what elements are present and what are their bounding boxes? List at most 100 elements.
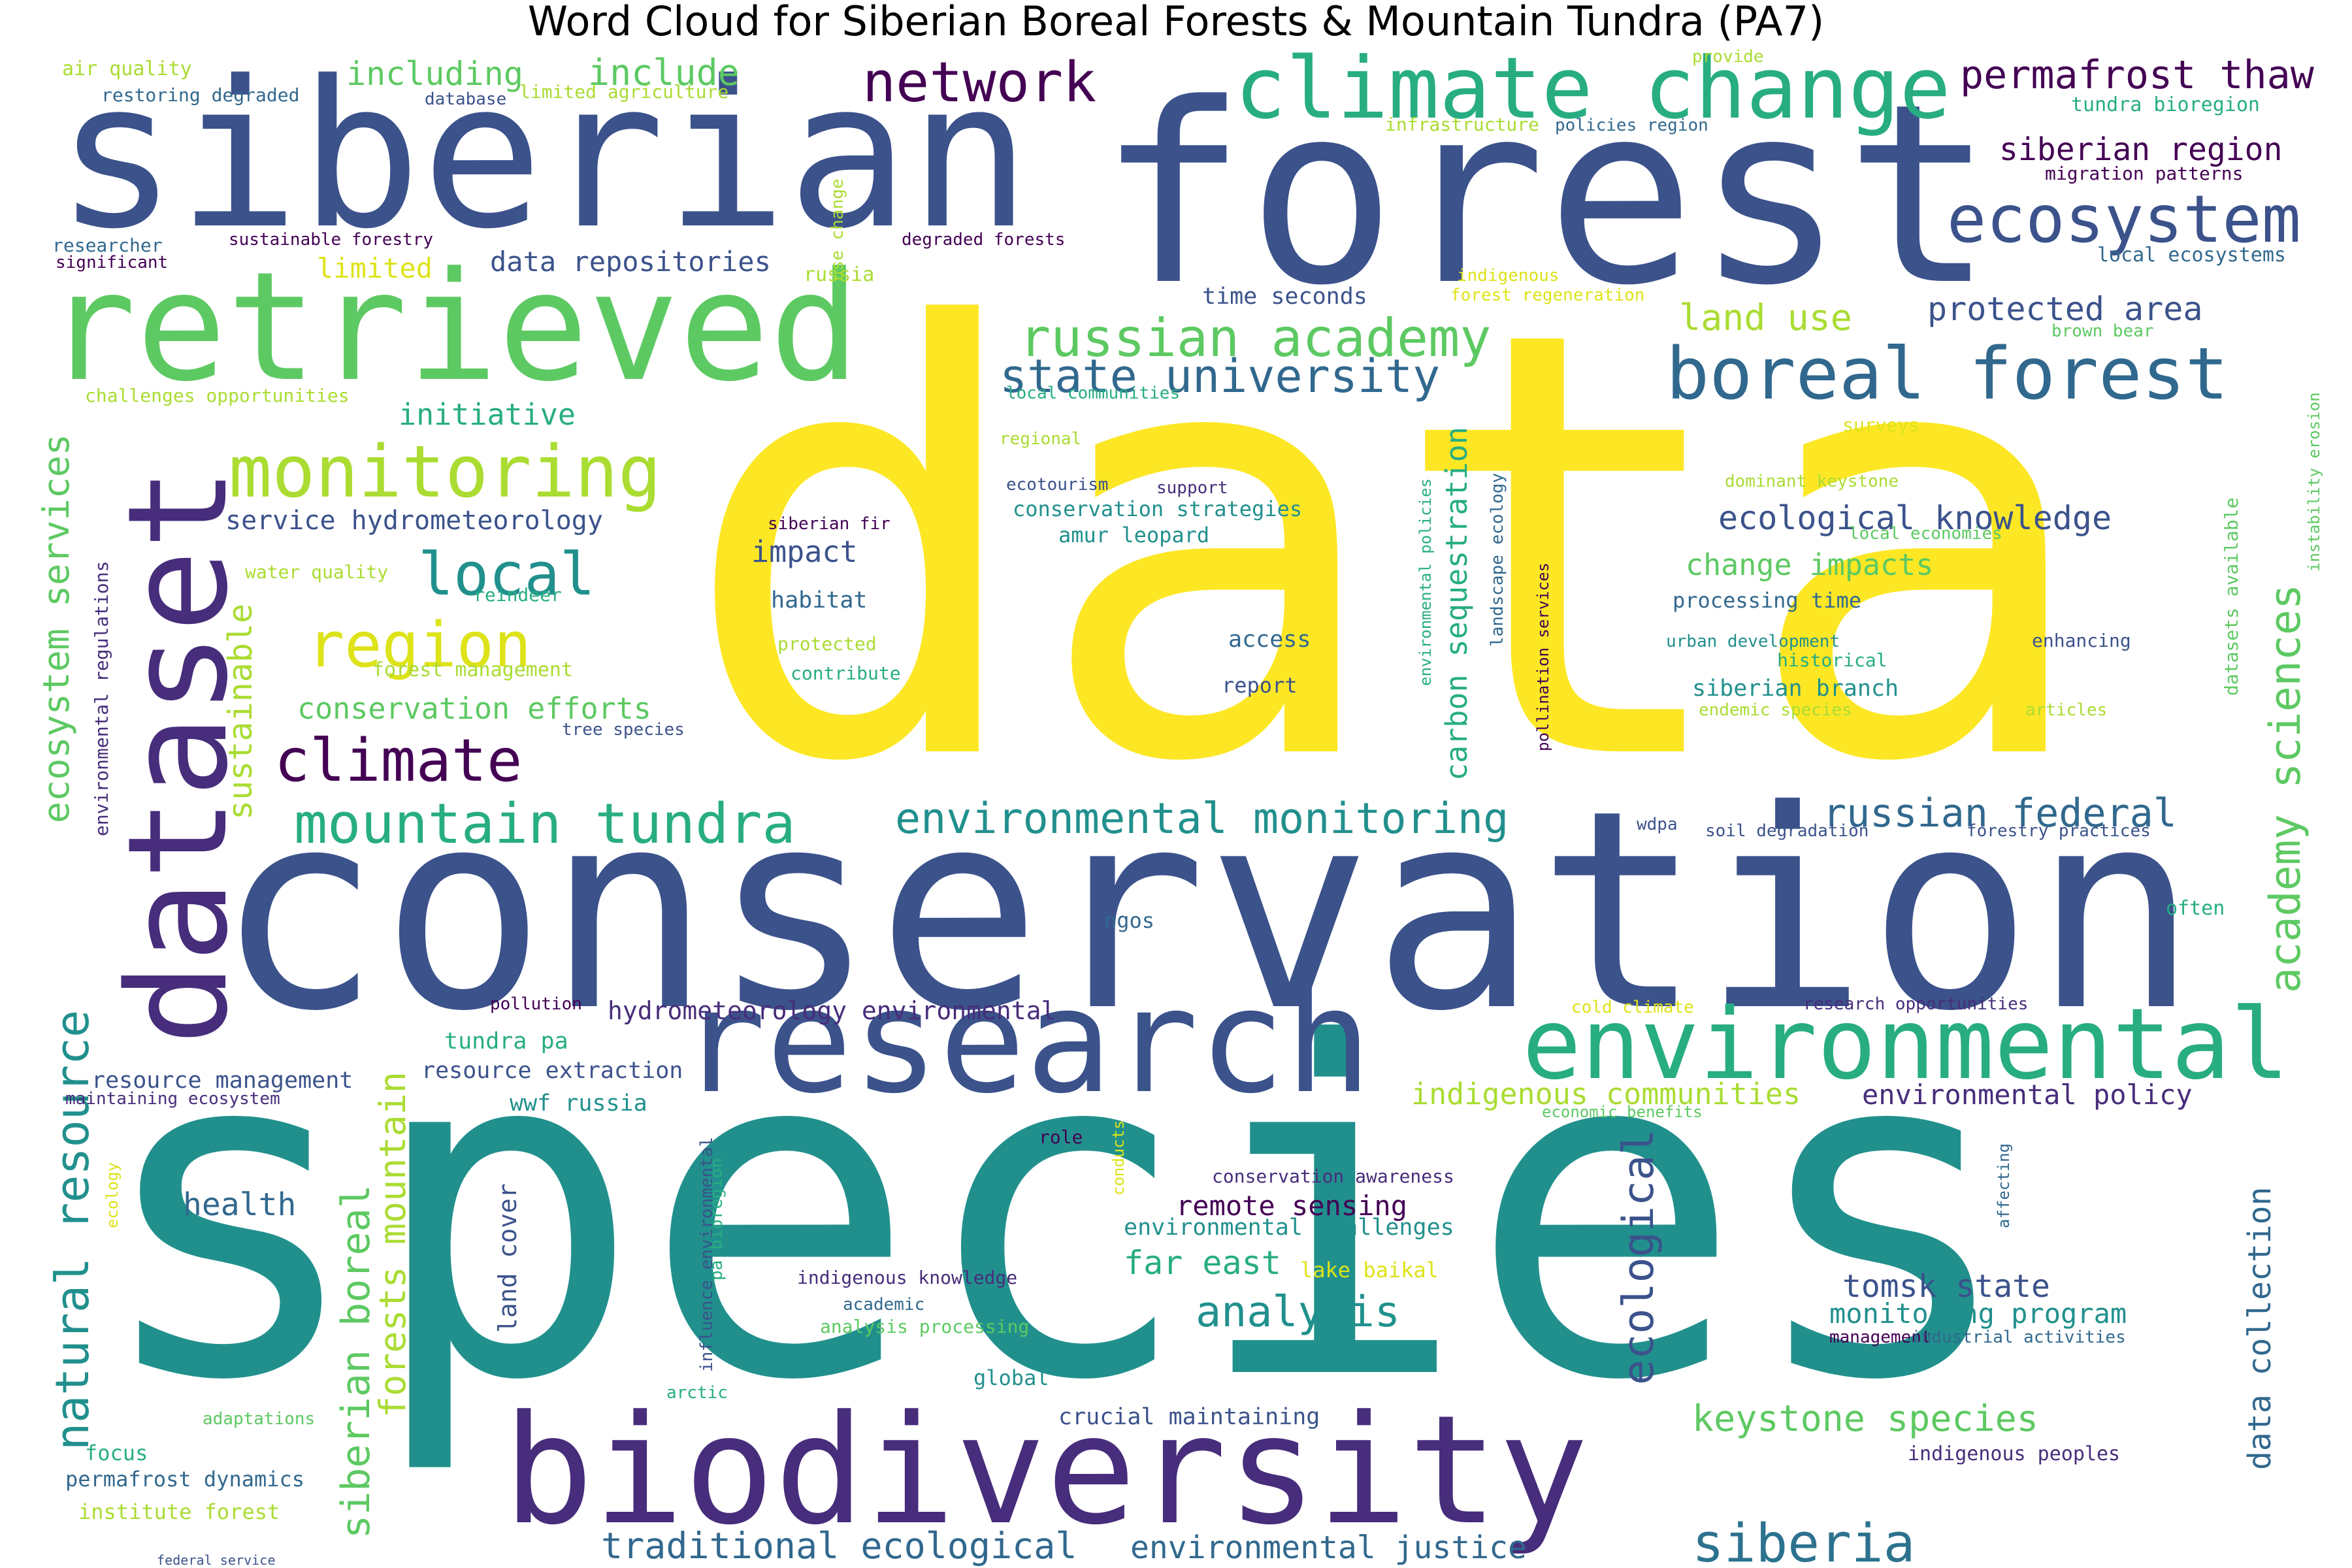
word-network: network xyxy=(862,50,1096,115)
word-hydrometeorology-environmental: hydrometeorology environmental xyxy=(608,996,1056,1025)
word-regional: regional xyxy=(1000,429,1081,449)
word-health: health xyxy=(183,1186,296,1223)
word-climate: climate xyxy=(274,727,522,795)
word-challenges-opportunities: challenges opportunities xyxy=(85,385,350,406)
word-including: including xyxy=(346,55,523,93)
word-environmental: environmental xyxy=(1522,988,2289,1102)
word-ecosystem-services: ecosystem services xyxy=(35,434,77,823)
word-monitoring-program: monitoring program xyxy=(1829,1298,2127,1330)
word-forests-mountain: forests mountain xyxy=(372,1071,414,1418)
word-russian-federal: russian federal xyxy=(1823,791,2177,836)
word-pollution: pollution xyxy=(490,994,582,1014)
word-management: management xyxy=(1829,1328,1932,1347)
word-climate-change: climate change xyxy=(1235,39,1951,138)
word-siberian-branch: siberian branch xyxy=(1692,676,1899,702)
word-protected: protected xyxy=(777,633,877,655)
word-adaptations: adaptations xyxy=(203,1409,315,1429)
word-siberian-fir: siberian fir xyxy=(768,514,890,534)
word-service-hydrometeorology: service hydrometeorology xyxy=(225,506,603,536)
word-research: research xyxy=(679,958,1372,1125)
word-research-opportunities: research opportunities xyxy=(1803,994,2028,1014)
word-landscape-ecology: landscape ecology xyxy=(1488,473,1507,647)
word-indigenous-communities: indigenous communities xyxy=(1411,1077,1801,1111)
word-restoring-degraded: restoring degraded xyxy=(101,84,299,106)
word-environmental-justice: environmental justice xyxy=(1130,1529,1527,1566)
word-focus: focus xyxy=(85,1441,148,1465)
word-keystone-species: keystone species xyxy=(1692,1397,2038,1439)
word-forest-regeneration: forest regeneration xyxy=(1450,286,1644,305)
word-ecological: ecological xyxy=(1614,1130,1663,1385)
word-report: report xyxy=(1222,673,1298,698)
word-economic-benefits: economic benefits xyxy=(1542,1103,1703,1121)
word-amur-leopard: amur leopard xyxy=(1058,523,1209,547)
word-initiative: initiative xyxy=(399,397,576,432)
word-indigenous-knowledge: indigenous knowledge xyxy=(797,1267,1017,1288)
word-siberia: siberia xyxy=(1692,1513,1915,1568)
word-retrieved: retrieved xyxy=(46,240,860,415)
word-lake-baikal: lake baikal xyxy=(1300,1258,1439,1282)
word-protected-area: protected area xyxy=(1927,290,2202,328)
word-land-use: land use xyxy=(1679,297,1852,338)
word-role: role xyxy=(1039,1126,1083,1148)
word-often: often xyxy=(2166,897,2225,920)
word-instability-erosion: instability erosion xyxy=(2305,392,2323,572)
word-forest-management: forest management xyxy=(372,659,573,681)
word-conservation-strategies: conservation strategies xyxy=(1013,497,1302,521)
word-enhancing: enhancing xyxy=(2032,630,2131,651)
word-land-cover: land cover xyxy=(493,1183,522,1333)
word-tree-species: tree species xyxy=(562,720,685,740)
word-degraded-forests: degraded forests xyxy=(902,230,1065,250)
word-far-east: far east xyxy=(1124,1244,1281,1282)
word-conservation-efforts: conservation efforts xyxy=(297,691,651,726)
word-biodiversity: biodiversity xyxy=(503,1384,1589,1558)
word-traditional-ecological: traditional ecological xyxy=(601,1525,1077,1567)
word-siberian-region: siberian region xyxy=(1999,131,2282,168)
word-russia: russia xyxy=(804,263,874,286)
word-provide: provide xyxy=(1692,47,1764,67)
word-change-impacts: change impacts xyxy=(1686,547,1933,582)
word-dominant-keystone: dominant keystone xyxy=(1725,472,1899,491)
word-boreal-forest: boreal forest xyxy=(1666,332,2229,416)
word-siberian: siberian xyxy=(56,38,1031,274)
word-significant: significant xyxy=(56,253,168,272)
word-academic: academic xyxy=(843,1295,924,1315)
word-academy-sciences: academy sciences xyxy=(2261,584,2310,993)
word-dataset: dataset xyxy=(98,467,258,1045)
word-ecological-knowledge: ecological knowledge xyxy=(1718,499,2112,537)
word-siberian-boreal: siberian boreal xyxy=(333,1184,379,1539)
word-pollination-services: pollination services xyxy=(1534,563,1552,751)
word-state-university: state university xyxy=(1000,350,1440,403)
word-historical: historical xyxy=(1777,649,1887,671)
word-remote-sensing: remote sensing xyxy=(1176,1190,1407,1222)
word-soil-degradation: soil degradation xyxy=(1705,821,1869,841)
word-ecology: ecology xyxy=(103,1162,122,1228)
word-data-collection: data collection xyxy=(2242,1187,2278,1470)
word-include: include xyxy=(588,52,740,93)
word-limited-agriculture: limited agriculture xyxy=(519,81,728,103)
word-habitat: habitat xyxy=(771,587,868,613)
word-ecosystem: ecosystem xyxy=(1947,181,2301,257)
word-industrial-activities: industrial activities xyxy=(1911,1328,2126,1347)
word-forestry-practices: forestry practices xyxy=(1967,821,2151,841)
word-researcher: researcher xyxy=(52,235,163,256)
word-maintaining-ecosystem: maintaining ecosystem xyxy=(65,1089,280,1109)
word-influence-environmental: influence environmental xyxy=(697,1137,717,1372)
word-tundra-bioregion: tundra bioregion xyxy=(2071,93,2260,116)
word-ecotourism: ecotourism xyxy=(1006,475,1109,495)
word-tomsk-state: tomsk state xyxy=(1842,1268,2050,1305)
word-endemic-species: endemic species xyxy=(1699,700,1852,720)
word-cold-climate: cold climate xyxy=(1571,998,1694,1017)
word-resource-extraction: resource extraction xyxy=(421,1058,683,1084)
word-local-economies: local economies xyxy=(1849,524,2002,544)
word-contribute: contribute xyxy=(791,662,901,684)
word-local: local xyxy=(418,540,595,609)
word-global: global xyxy=(973,1365,1049,1390)
word-migration-patterns: migration patterns xyxy=(2045,163,2243,184)
word-conservation: conservation xyxy=(216,752,2198,1071)
chart-title: Word Cloud for Siberian Boreal Forests &… xyxy=(527,0,1825,45)
word-reindeer: reindeer xyxy=(474,584,562,606)
word-species: species xyxy=(91,948,2019,1480)
word-affecting: affecting xyxy=(1995,1143,2013,1228)
